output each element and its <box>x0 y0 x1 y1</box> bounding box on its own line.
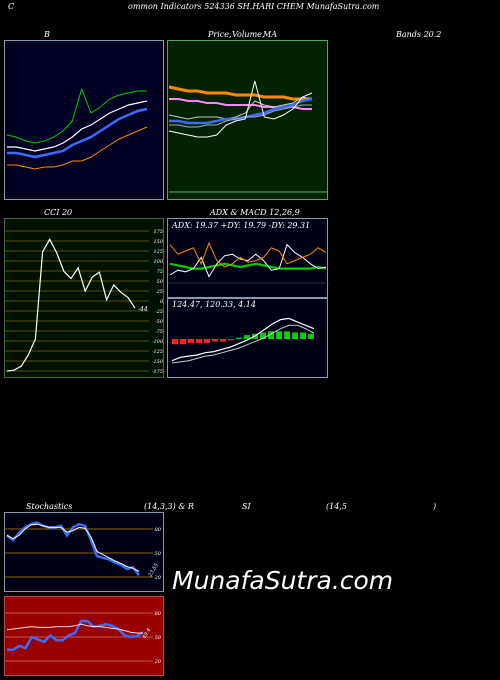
cci-tick-label: 50 <box>157 279 164 285</box>
stoch-tick-label: 50 <box>155 551 162 557</box>
cci-tick-label: -75 <box>155 329 163 335</box>
macd-histogram-bar <box>276 331 282 339</box>
bands-title: Bands 20.2 <box>396 30 442 39</box>
macd-histogram-bar <box>244 335 250 339</box>
stoch-k-line <box>6 521 140 577</box>
stoch-tick-label: 80 <box>155 527 162 533</box>
macd-histogram-bar <box>268 331 274 339</box>
cci-tick-label: -125 <box>152 349 163 355</box>
macd-histogram-bar <box>212 339 218 342</box>
adx-panel: ADX: 19.37 +DY: 19.79 -DY: 29.31 <box>167 218 329 298</box>
bollinger-chart <box>6 87 148 170</box>
cci-tick-label: 25 <box>156 289 163 295</box>
macd-histogram-bar <box>284 331 290 339</box>
stoch-params: (14,3,3) & R <box>144 502 194 511</box>
rsi-close-paren: ) <box>433 502 437 511</box>
cci-tick-label: 125 <box>153 249 163 255</box>
macd-histogram-bar <box>236 337 242 339</box>
bollinger-panel <box>4 40 164 200</box>
macd-values: 124.47, 120.33, 4.14 <box>172 300 256 309</box>
rsi-line <box>7 619 144 652</box>
macd-panel: 124.47, 120.33, 4.14 <box>167 298 328 378</box>
macd-histogram-bar <box>172 339 178 345</box>
bollinger-line-3 <box>7 107 148 159</box>
stochastics-panel: 80 50 20 23.55 <box>4 512 164 592</box>
adx-macd-title: ADX & MACD 12,26,9 <box>210 208 300 217</box>
cci-tick-label: 75 <box>157 269 163 275</box>
macd-histogram-bar <box>188 339 194 343</box>
rsi-title: SI <box>242 502 251 511</box>
price-ma-chart <box>168 80 327 193</box>
cci-chart: 175 150 125 100 75 50 25 0 -25 -50 -75 -100 -125 -150… <box>5 229 164 375</box>
macd-histogram-bar <box>220 339 226 342</box>
adx-line-adx <box>169 262 327 270</box>
bollinger-line-4 <box>7 126 148 170</box>
cci-tick-label: 100 <box>153 259 163 265</box>
rsi-last-label: 49.4 <box>141 627 152 641</box>
adx-line-plusdy <box>169 243 327 278</box>
macd-histogram-bar <box>308 333 314 339</box>
macd-line <box>171 317 315 362</box>
price-ma-line-1 <box>168 85 312 101</box>
rsi-panel: 80 50 20 49.4 <box>4 596 164 676</box>
bollinger-line-2 <box>7 100 148 152</box>
bollinger-title: B <box>44 30 50 39</box>
stoch-title: Stochastics <box>26 502 73 511</box>
macd-histogram-bar <box>228 339 234 341</box>
cci-line <box>6 238 136 372</box>
cci-tick-label: 150 <box>153 239 163 245</box>
cci-tick-label: -100 <box>152 339 164 345</box>
price-ma-line-5 <box>169 104 312 128</box>
page-title: ommon Indicators 524336 SH.HARI CHEM Mun… <box>128 2 380 11</box>
cci-tick-label: 175 <box>153 229 163 235</box>
price-ma-line-3 <box>168 96 313 120</box>
bollinger-line-1 <box>6 87 147 144</box>
rsi-params: (14,5 <box>326 502 347 511</box>
cci-tick-label: -50 <box>155 319 164 325</box>
cci-tick-label: 0 <box>160 299 164 305</box>
rsi-tick-label: 80 <box>155 611 162 617</box>
cci-tick-label: -25 <box>155 309 163 315</box>
stoch-d-line <box>6 523 140 572</box>
macd-histogram-bar <box>260 332 266 339</box>
cci-title: CCI 20 <box>44 208 73 217</box>
macd-histogram-bar <box>196 339 202 343</box>
macd-chart <box>171 317 315 364</box>
macd-histogram-bar <box>292 332 298 339</box>
rsi-signal-line <box>6 623 143 634</box>
rsi-tick-label: 20 <box>154 659 162 665</box>
cci-tick-label: -175 <box>152 369 163 375</box>
cci-last-label: -44 <box>138 306 148 313</box>
price-ma-panel <box>167 40 328 200</box>
header-prefix: C <box>8 2 15 11</box>
adx-chart <box>168 241 329 284</box>
cci-panel: 175 150 125 100 75 50 25 0 -25 -50 -75 -100 -125 -150… <box>4 218 164 378</box>
stoch-tick-label: 20 <box>154 575 162 581</box>
price-title-ma: MA <box>263 30 277 39</box>
price-title-left: Price, <box>208 30 232 39</box>
watermark: MunafaSutra.com <box>172 566 394 595</box>
adx-values: ADX: 19.37 +DY: 19.79 -DY: 29.31 <box>172 221 311 230</box>
macd-signal-line <box>171 324 315 364</box>
price-title-volume: Volume, <box>232 30 265 39</box>
cci-tick-label: -150 <box>152 359 164 365</box>
price-ma-line-6 <box>168 80 313 138</box>
macd-histogram-bar <box>300 332 306 339</box>
macd-histogram-bar <box>180 339 186 345</box>
macd-histogram-bar <box>204 339 210 343</box>
rsi-tick-label: 50 <box>155 635 162 641</box>
rsi-chart: 80 50 20 49.4 <box>5 611 162 665</box>
adx-line-minusdy <box>169 241 327 268</box>
